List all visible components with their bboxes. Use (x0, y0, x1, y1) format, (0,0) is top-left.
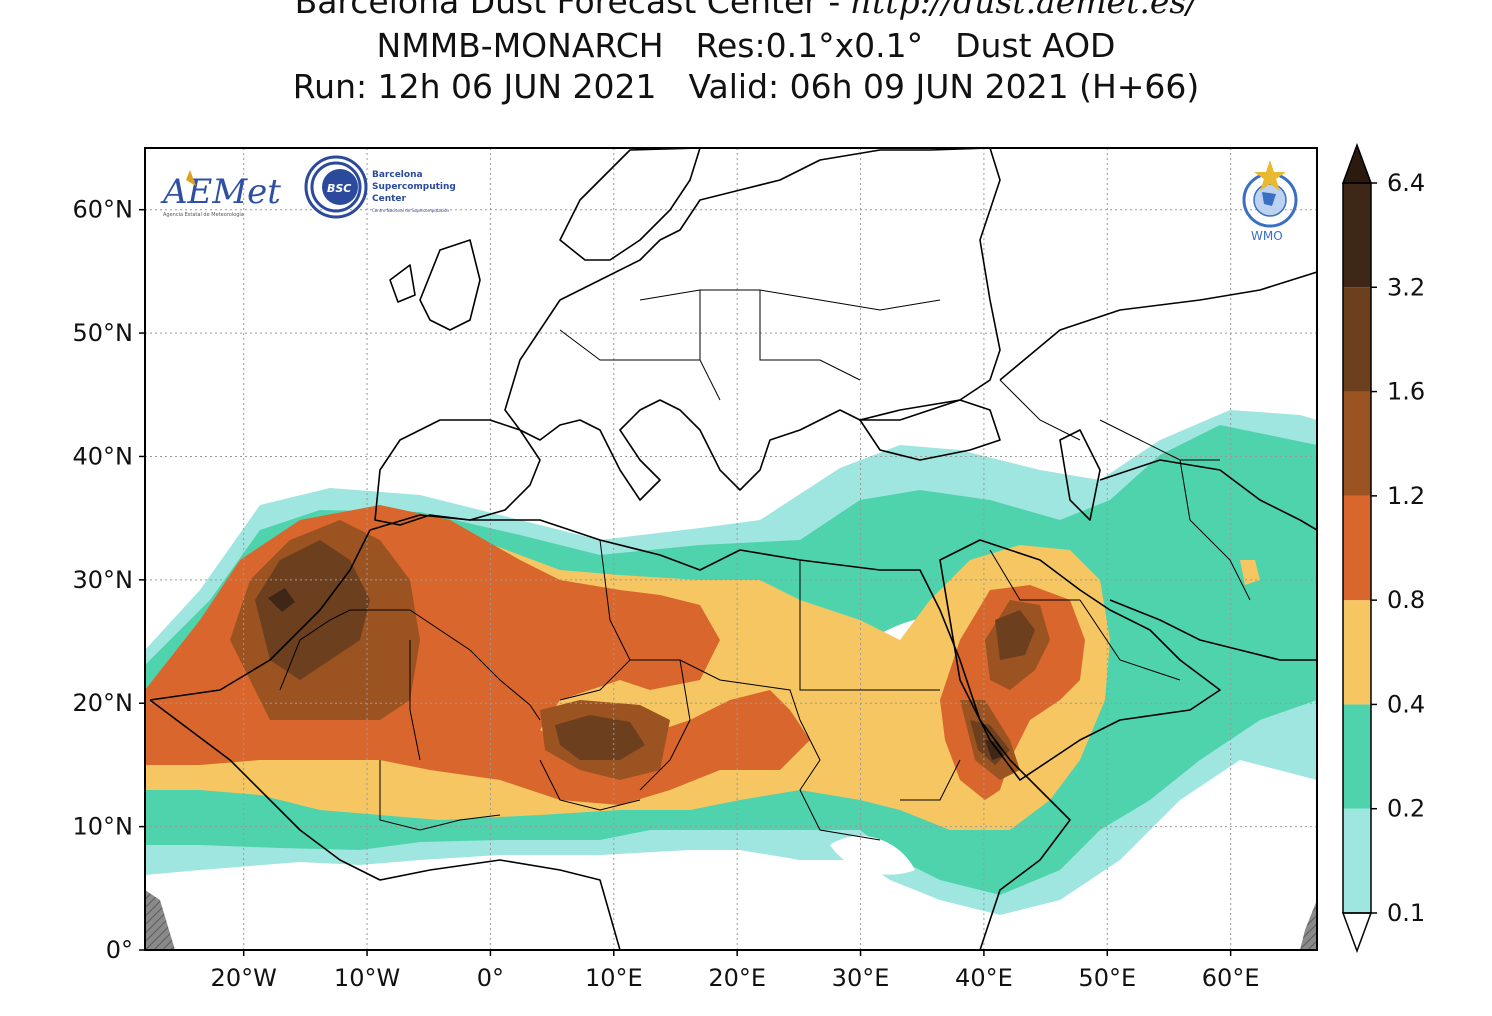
wmo-logo-text: WMO (1251, 229, 1283, 243)
colorbar-segment (1343, 287, 1371, 392)
colorbar-segment (1343, 808, 1371, 913)
colorbar-segment (1343, 600, 1371, 705)
lon-tick-label: 10°E (585, 964, 643, 992)
colorbar-segment (1343, 704, 1371, 809)
colorbar-tick-label: 1.6 (1387, 378, 1425, 406)
lon-tick-label: 10°W (334, 964, 400, 992)
lon-tick-label: 20°E (708, 964, 766, 992)
lon-tick-label: 30°E (832, 964, 890, 992)
aemet-flame-icon (186, 170, 196, 186)
bsc-logo: BSC Barcelona Supercomputing Center Cent… (304, 155, 456, 219)
aemet-logo-subtext: Agencia Estatal de Meteorología (163, 211, 244, 218)
lon-tick-label: 0° (477, 964, 504, 992)
bsc-text-1: Barcelona (372, 170, 423, 180)
latitude-tick-labels: 0° 10°N 20°N 30°N 40°N 50°N 60°N (73, 196, 145, 964)
colorbar-tick-label: 0.4 (1387, 690, 1425, 718)
model-name: NMMB-MONARCH (376, 26, 664, 65)
colorbar-over-arrow (1341, 142, 1373, 184)
colorbar-tick-label: 0.8 (1387, 586, 1425, 614)
run-time: Run: 12h 06 JUN 2021 (292, 67, 657, 106)
colorbar: 0.1 0.2 0.4 0.8 1.2 1.6 3.2 6.4 (1341, 142, 1425, 954)
resolution-label: Res:0.1°x0.1° (695, 26, 924, 65)
bsc-text-2: Supercomputing (372, 182, 456, 192)
coastlines (149, 148, 1317, 950)
wmo-star-icon (1254, 160, 1286, 191)
lat-tick-label: 10°N (73, 813, 134, 841)
colorbar-tick-label: 1.2 (1387, 482, 1425, 510)
colorbar-tick-label: 6.4 (1387, 169, 1425, 197)
colorbar-frame (1342, 182, 1372, 914)
lon-tick-label: 20°W (211, 964, 277, 992)
lat-tick-label: 50°N (73, 319, 134, 347)
wmo-logo: WMO (1242, 160, 1298, 243)
colorbar-tick-label: 3.2 (1387, 273, 1425, 301)
aemet-logo-text: AEMet (160, 172, 281, 212)
map-frame (144, 147, 1318, 951)
aod-band-1.6 (255, 540, 1035, 765)
lat-tick-label: 0° (106, 936, 133, 964)
lat-tick-label: 20°N (73, 689, 134, 717)
colorbar-tick-label: 0.2 (1387, 795, 1425, 823)
title-line-1: Barcelona Dust Forecast Center - http://… (0, 0, 1492, 22)
no-data-hatch-left (145, 890, 175, 950)
colorbar-under-arrow (1341, 912, 1373, 954)
lon-tick-label: 40°E (955, 964, 1013, 992)
map-area (145, 148, 1317, 950)
bsc-subtext: Centro Nacional de Supercomputación (372, 208, 450, 213)
longitude-tick-labels: 20°W 10°W 0° 10°E 20°E 30°E 40°E 50°E 60°E (211, 950, 1260, 992)
lat-tick-label: 30°N (73, 566, 134, 594)
aemet-logo: AEMet Agencia Estatal de Meteorología (160, 170, 281, 218)
valid-time: Valid: 06h 09 JUN 2021 (H+66) (688, 67, 1200, 106)
bsc-text-3: Center (372, 194, 407, 204)
bsc-badge-text: BSC (327, 182, 351, 195)
colorbar-segment (1343, 495, 1371, 601)
colorbar-segment (1343, 183, 1371, 288)
title-center-name: Barcelona Dust Forecast Center - (294, 0, 851, 21)
country-borders (279, 289, 1251, 841)
lon-tick-label: 60°E (1202, 964, 1260, 992)
lon-tick-label: 50°E (1078, 964, 1136, 992)
no-data-hatch-right (1300, 900, 1317, 950)
colorbar-segment (1343, 391, 1371, 496)
colorbar-tick-label: 0.1 (1387, 899, 1425, 927)
title-line-2: NMMB-MONARCH Res:0.1°x0.1° Dust AOD (0, 26, 1492, 66)
variable-label: Dust AOD (955, 26, 1116, 65)
bsc-ring-icon (304, 155, 368, 219)
title-line-3: Run: 12h 06 JUN 2021 Valid: 06h 09 JUN 20… (0, 67, 1492, 107)
lat-tick-label: 40°N (73, 442, 134, 470)
lat-tick-label: 60°N (73, 196, 134, 224)
title-url: http://dust.aemet.es/ (850, 0, 1198, 21)
